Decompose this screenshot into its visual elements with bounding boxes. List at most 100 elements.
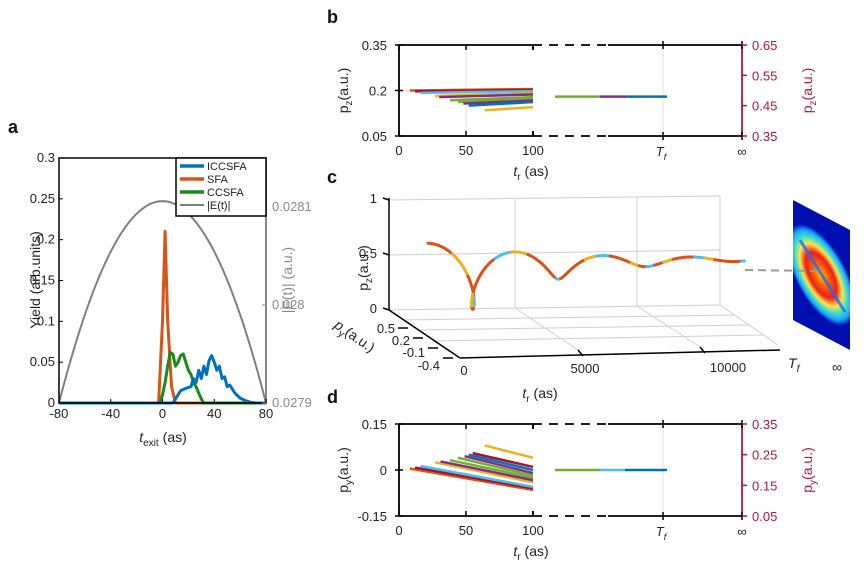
trajectory-line	[457, 97, 534, 104]
y-tick-label: 0.15	[30, 273, 55, 288]
infinity-tick-label: ∞	[737, 144, 746, 159]
y-tick-label: 0	[48, 395, 55, 410]
y-tick: -0.4	[418, 358, 440, 373]
y-tick-label: 0.2	[369, 84, 387, 99]
trajectory-line	[464, 454, 534, 475]
panel-c-ylabel: py(a.u.)	[329, 316, 379, 359]
ylabel: pz(a.u.)	[335, 68, 355, 113]
trajectory-segment	[539, 261, 552, 274]
trajectory-segment	[693, 255, 707, 260]
y-tick: 0.5	[377, 321, 395, 336]
y-tick-label: -0.15	[357, 509, 387, 524]
panel-c-chart: 1 0.5 0 0.5 0.2 -0.1 -0.4 0 5000 10000 T…	[329, 191, 850, 405]
panel-a-chart: -80 -40 0 40 80 0 0.05 0.1 0.15 0.2 0.25 0.3 0.0279 0…	[27, 150, 312, 449]
panel-c-ticks: 1 0.5 0 0.5 0.2 -0.1 -0.4 0 5000 10000	[359, 191, 746, 378]
x-tick: 0	[460, 363, 467, 378]
panel-a-y2label: |E(t)| (a.u.)	[279, 247, 295, 313]
x-tick-label: 0	[395, 143, 402, 158]
xlabel: tr (as)	[513, 543, 548, 563]
tf-label: Tf	[788, 355, 801, 375]
trajectory-segment	[573, 258, 587, 268]
y-tick-label: 0.3	[37, 150, 55, 165]
trajectory-line	[420, 464, 534, 489]
z-tick: 0.5	[359, 246, 377, 261]
trajectory-segment	[564, 264, 577, 276]
y2-tick-label: 0.35	[752, 129, 777, 144]
y2-tick-label: 0.028	[272, 297, 305, 312]
trajectory-line	[414, 466, 534, 490]
trajectory-line	[409, 467, 534, 492]
panel-c-axes	[382, 197, 781, 359]
trajectory-line	[434, 461, 534, 484]
y2-tick-label: 0.35	[752, 417, 777, 432]
trajectory-segment	[469, 290, 475, 308]
y2-tick-label: 0.05	[752, 509, 777, 524]
trajectory-segment	[662, 257, 675, 264]
y2-tick-label: 0.55	[752, 68, 777, 83]
y-tick: 0.2	[392, 333, 410, 348]
y2-tick-label: 0.0279	[272, 395, 312, 410]
panel-label-b: b	[327, 7, 338, 27]
panel-d-chart: 0 50 100 Tf ∞ -0.15 0 0.15 0.05 0.15 0.25 0.35 py(a.…	[335, 417, 819, 563]
tf-tick-label: Tf	[656, 144, 668, 162]
y-tick-label: 0.1	[37, 313, 55, 328]
y-tick-label: 0.25	[30, 191, 55, 206]
panel-c-xlabel: tr (as)	[522, 385, 557, 405]
ylabel: py(a.u.)	[335, 447, 355, 492]
y-tick-label: 0.05	[362, 129, 387, 144]
legend-label: SFA	[207, 174, 228, 186]
y-tick-label: 0.2	[37, 232, 55, 247]
xlabel: tr (as)	[513, 163, 548, 183]
trajectory-segment	[653, 260, 666, 267]
trajectory-segment	[559, 272, 568, 281]
trajectory-segment	[479, 257, 497, 275]
panel-label-c: c	[327, 167, 337, 187]
y-tick-label: 0	[380, 463, 387, 478]
infinity-label: ∞	[832, 359, 842, 375]
x-tick-label: 0	[395, 523, 402, 538]
series-line-sfa	[59, 230, 266, 405]
series-line-et	[58, 200, 267, 404]
trajectory-line	[439, 93, 534, 99]
trajectory-line	[420, 89, 534, 95]
xlabel-main: t	[139, 429, 144, 445]
panel-a-xlabel: texit (as)	[139, 429, 187, 449]
tf-tick-label: Tf	[656, 524, 668, 542]
trajectory-segment	[510, 250, 530, 257]
legend-label: CCSFA	[207, 187, 244, 199]
y2label: pz(a.u.)	[799, 68, 819, 113]
panel-a-ylabel: Yield (arb.units)	[27, 231, 43, 329]
legend-label: ICCSFA	[207, 161, 247, 173]
trajectory-segment	[608, 254, 623, 261]
trajectory-line	[472, 451, 534, 469]
trajectory-line	[415, 88, 534, 93]
x-tick-label: 40	[207, 406, 221, 421]
y2-tick-label: 0.15	[752, 478, 777, 493]
y2-tick-label: 0.0281	[272, 199, 312, 214]
y2-tick-label: 0.45	[752, 99, 777, 114]
trajectory-segment	[526, 253, 543, 265]
z-tick: 0	[370, 301, 377, 316]
legend-label: |E(t)|	[207, 200, 230, 212]
trajectory-line	[484, 444, 534, 459]
trajectory-line	[484, 105, 534, 112]
series-line-iccsfa	[59, 354, 266, 405]
x-tick: 10000	[710, 360, 746, 375]
trajectory-line	[463, 99, 534, 105]
trajectory-segment	[583, 254, 600, 262]
trajectory-line	[468, 100, 534, 107]
y2-tick-label: 0.25	[752, 448, 777, 463]
trajectory-segment	[471, 271, 483, 294]
trajectory-segment	[671, 255, 686, 261]
momentum-heatmap	[793, 200, 850, 350]
x-tick: 5000	[571, 361, 600, 376]
y-tick-label: 0.35	[362, 38, 387, 53]
trajectory-segment	[596, 253, 612, 258]
y2-tick-label: 0.65	[752, 38, 777, 53]
panel-c-gridlines	[388, 195, 779, 353]
x-tick-label: 50	[459, 143, 473, 158]
trajectory-line	[449, 458, 534, 479]
trajectory-line	[457, 456, 534, 477]
